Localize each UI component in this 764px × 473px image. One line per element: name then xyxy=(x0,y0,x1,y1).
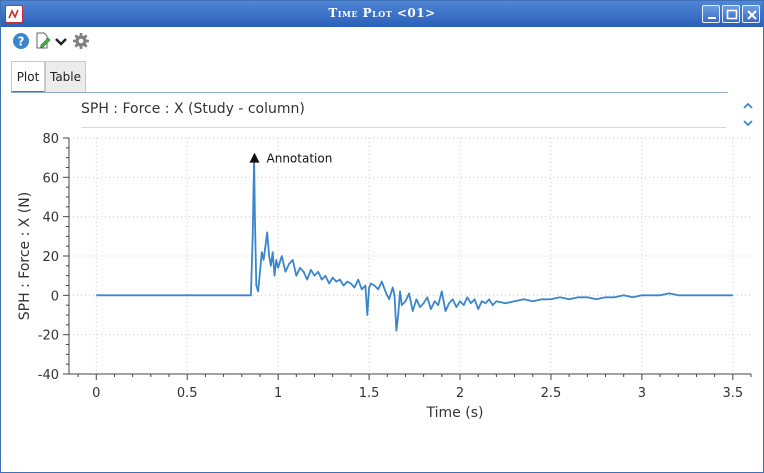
minimize-button[interactable] xyxy=(702,5,720,23)
help-button[interactable]: ? xyxy=(11,31,31,51)
chevron-down-icon xyxy=(55,38,67,46)
plot-series-header: SPH : Force : X (Study - column) xyxy=(81,101,305,117)
x-tick-label: 1.5 xyxy=(359,386,380,401)
x-tick-label: 2 xyxy=(456,386,464,401)
title-bar[interactable]: Time Plot <01> xyxy=(1,1,763,27)
y-tick-label: 20 xyxy=(42,250,59,265)
series-line[interactable] xyxy=(96,156,733,332)
tab-table[interactable]: Table xyxy=(45,61,86,93)
app-logo-icon xyxy=(5,5,23,23)
help-icon: ? xyxy=(13,33,29,49)
x-tick-label: 2.5 xyxy=(541,386,562,401)
scroll-up-button[interactable] xyxy=(741,97,755,109)
close-icon xyxy=(747,10,757,20)
edit-button[interactable] xyxy=(33,31,53,51)
x-tick-label: 1 xyxy=(274,386,282,401)
x-tick-label: 0.5 xyxy=(177,386,198,401)
x-tick-label: 0 xyxy=(92,386,100,401)
tab-bar: Plot Table xyxy=(11,61,91,93)
tab-plot[interactable]: Plot xyxy=(11,61,45,93)
settings-button[interactable] xyxy=(71,31,91,51)
y-tick-label: 0 xyxy=(51,289,59,304)
toolbar: ? xyxy=(11,31,101,53)
edit-document-icon xyxy=(36,32,51,49)
chevron-up-icon xyxy=(743,102,753,109)
y-tick-label: 40 xyxy=(42,211,59,226)
y-tick-label: -20 xyxy=(38,329,59,344)
dropdown-button[interactable] xyxy=(53,31,69,51)
y-tick-label: -40 xyxy=(38,368,59,383)
minimize-icon xyxy=(708,17,716,19)
maximize-button[interactable] xyxy=(722,5,740,23)
x-tick-label: 3 xyxy=(638,386,646,401)
header-divider xyxy=(81,127,726,128)
x-tick-label: 3.5 xyxy=(722,386,743,401)
x-axis-label: Time (s) xyxy=(426,405,484,421)
close-button[interactable] xyxy=(742,5,760,23)
window-title: Time Plot <01> xyxy=(328,6,436,20)
y-tick-label: 60 xyxy=(42,171,59,186)
y-axis-label: SPH : Force : X (N) xyxy=(17,192,33,320)
annotation-label: Annotation xyxy=(267,152,333,166)
svg-text:?: ? xyxy=(18,35,25,49)
gear-icon xyxy=(73,33,89,49)
y-tick-label: 80 xyxy=(42,132,59,147)
chevron-down-icon xyxy=(743,120,753,127)
scroll-down-button[interactable] xyxy=(741,114,755,127)
maximize-icon xyxy=(726,9,738,20)
annotation-marker-icon[interactable] xyxy=(249,152,260,163)
tab-divider xyxy=(11,92,728,93)
